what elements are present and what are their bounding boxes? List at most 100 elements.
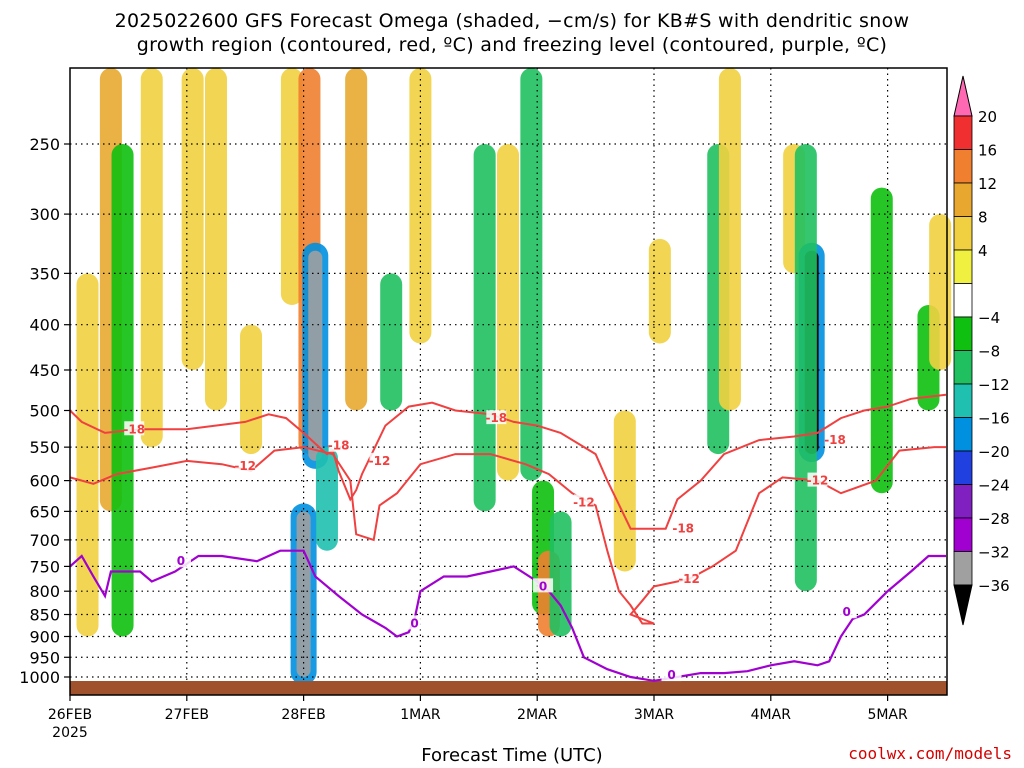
colorbar-segment [953, 383, 973, 418]
colorbar-segment [953, 417, 973, 452]
ground-surface [70, 681, 947, 695]
colorbar-label: −16 [978, 410, 1010, 428]
omega-blob [296, 511, 311, 677]
credit-text: coolwx.com/models [848, 744, 1012, 763]
y-tick-label: 500 [29, 402, 60, 421]
contour-label-minus18: -18 [672, 522, 694, 536]
omega-blob [111, 144, 134, 637]
colorbar-label: 16 [978, 142, 997, 160]
y-tick-label: 600 [29, 472, 60, 491]
colorbar-segment [953, 450, 973, 485]
omega-shading [76, 68, 952, 685]
x-tick-label: 2MAR [517, 707, 558, 723]
colorbar-label: −4 [978, 309, 1000, 327]
y-tick-label: 400 [29, 316, 60, 335]
contour-label-minus18-bg [486, 410, 507, 425]
y-tick-label: 650 [29, 502, 60, 521]
colorbar-segment [953, 149, 973, 184]
y-tick-label: 450 [29, 361, 60, 380]
colorbar-label: −24 [978, 477, 1010, 495]
omega-blob [870, 187, 893, 494]
colorbar-label: −36 [978, 577, 1010, 595]
contour-label-minus12-bg [679, 570, 700, 585]
plot-frame [69, 67, 948, 696]
contour-label-minus12: -12 [573, 495, 595, 509]
y-tick-label: 250 [29, 135, 60, 154]
x-tick-label: 3MAR [634, 707, 675, 723]
colorbar-bottom-arrow [953, 584, 973, 626]
x-tick-label: 1MAR [400, 707, 441, 723]
colorbar-segment [953, 182, 973, 217]
contour-label-freezing-bg [404, 615, 425, 630]
omega-blob [240, 324, 263, 455]
y-tick-label: 800 [29, 582, 60, 601]
colorbar-segment [953, 484, 973, 519]
omega-blob [613, 410, 636, 572]
y-tick-label: 750 [29, 557, 60, 576]
omega-blob [648, 238, 671, 344]
contour-label-minus18: -18 [824, 433, 846, 447]
y-tick-label: 850 [29, 606, 60, 625]
colorbar-segment [953, 517, 973, 552]
contour-label-freezing: 0 [177, 554, 185, 568]
x-axis-year-label: 2025 [52, 725, 88, 741]
x-axis: 26FEB 27FEB 28FEB 1MAR 2MAR 3MAR 4MAR 5MAR 2025 [48, 695, 908, 741]
dgz-contour-minus12 [69, 446, 946, 625]
colorbar-label: −32 [978, 544, 1010, 562]
colorbar-segment [953, 316, 973, 351]
omega-blob [308, 250, 323, 461]
x-tick-label: 26FEB [48, 707, 92, 723]
x-tick-label: 27FEB [165, 707, 209, 723]
omega-blob [473, 144, 496, 512]
contour-label-minus18: -18 [485, 411, 507, 425]
colorbar-segment [953, 249, 973, 284]
omega-blob [181, 68, 204, 370]
colorbar-label: −8 [978, 343, 1000, 361]
contour-label-minus18: -18 [328, 439, 350, 453]
contour-label-freezing: 0 [410, 616, 418, 630]
contour-label-minus12: -12 [234, 459, 256, 473]
contour-label-freezing-bg [170, 553, 191, 568]
omega-blob [718, 68, 741, 411]
colorbar: 20 16 12 8 4 −4 −8 −12 −16 −20 −24 −28 −32 −36 [953, 75, 1010, 626]
contour-label-freezing: 0 [667, 668, 675, 682]
colorbar-label: −28 [978, 510, 1010, 528]
chart-title-line1: 2025022600 GFS Forecast Omega (shaded, −… [114, 10, 910, 32]
y-tick-label: 950 [29, 648, 60, 667]
contour-label-minus12-bg [369, 452, 390, 467]
contour-label-minus18-bg [825, 432, 846, 447]
contour-label-freezing: 0 [539, 579, 547, 593]
colorbar-segment [953, 283, 973, 318]
colorbar-top-arrow [953, 75, 973, 117]
y-tick-label: 550 [29, 438, 60, 457]
omega-blob [140, 68, 163, 448]
x-axis-label: Forecast Time (UTC) [421, 745, 603, 766]
contour-label-minus18: -18 [123, 422, 145, 436]
contour-label-minus12-bg [235, 458, 256, 473]
colorbar-label: −20 [978, 443, 1010, 461]
contour-label-minus12-bg [807, 472, 828, 487]
contour-label-minus18-bg [673, 520, 694, 535]
colorbar-label: 4 [978, 242, 988, 260]
contour-label-minus12: -12 [678, 572, 700, 586]
colorbar-label: 20 [978, 108, 997, 126]
omega-blob [380, 273, 403, 411]
omega-blob [929, 214, 952, 370]
chart-title-line2: growth region (contoured, red, ºC) and f… [136, 34, 888, 56]
y-tick-label: 300 [29, 205, 60, 224]
y-tick-label: 900 [29, 627, 60, 646]
contour-label-freezing: 0 [843, 605, 851, 619]
contour-label-freezing-bg [661, 667, 682, 682]
omega-blob [520, 68, 543, 481]
contour-label-minus18-bg [328, 437, 349, 452]
contour-label-minus12: -12 [807, 474, 829, 488]
contour-label-freezing-bg [533, 578, 554, 593]
x-tick-label: 28FEB [281, 707, 325, 723]
freezing-level-contour [69, 549, 946, 682]
y-tick-label: 700 [29, 531, 60, 550]
colorbar-label: 8 [978, 209, 988, 227]
contour-label-minus12-bg [573, 494, 594, 509]
omega-blob [315, 447, 338, 551]
x-tick-label: 5MAR [867, 707, 908, 723]
